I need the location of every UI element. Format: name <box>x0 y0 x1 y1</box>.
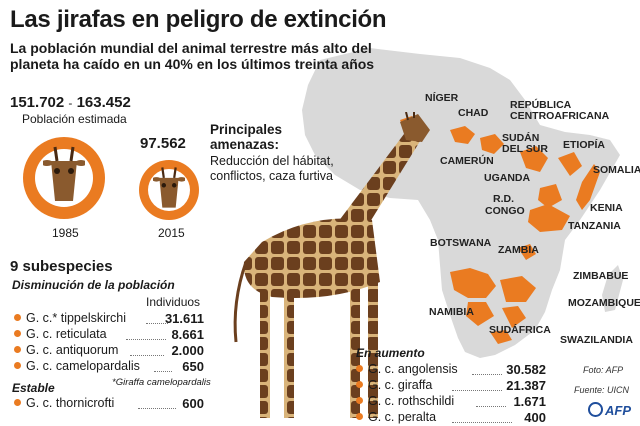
afp-logo: AFP <box>588 402 631 418</box>
africa-landmass <box>302 48 620 358</box>
subspecies-value: 30.582 <box>506 362 546 377</box>
subspecies-heading: 9 subespecies <box>10 258 113 275</box>
population-1985-circle <box>23 137 105 219</box>
source-credit: Fuente: UICN <box>574 385 630 395</box>
population-range-low: 151.702 <box>10 94 65 111</box>
subspecies-value: 31.611 <box>164 311 204 326</box>
afp-logo-text: AFP <box>605 403 631 418</box>
threats-heading-line2: amenazas: <box>210 137 280 152</box>
population-range-high: 163.452 <box>76 94 131 111</box>
page-subtitle: La población mundial del animal terrestr… <box>10 40 375 72</box>
threats-body-line1: Reducción del hábitat, <box>210 154 334 168</box>
map-label-zambia: ZAMBIA <box>498 244 539 256</box>
map-label-zimbabwe: ZIMBABUE <box>573 270 629 282</box>
increasing-label: En aumento <box>356 346 425 360</box>
subspecies-value: 650 <box>182 359 204 374</box>
map-label-niger: NÍGER <box>425 92 459 104</box>
subspecies-name: G. c.* tippelskirchi <box>26 311 127 325</box>
year-1985: 1985 <box>52 226 79 240</box>
subspecies-value: 1.671 <box>513 394 546 409</box>
subspecies-name: G. c. thornicrofti <box>26 396 115 410</box>
subspecies-name: G. c. camelopardalis <box>26 359 140 373</box>
giraffe-head-icon-small <box>153 167 185 208</box>
photo-credit: Foto: AFP <box>583 365 624 375</box>
map-label-kenya: KENIA <box>590 202 623 214</box>
subspecies-row: G. c. giraffa 21.387 <box>356 378 546 394</box>
subspecies-row: G. c. thornicrofti 600 <box>14 396 204 412</box>
subspecies-row: G. c. antiquorum 2.000 <box>14 343 204 359</box>
population-range-separator: - <box>68 96 73 110</box>
threats-heading-line1: Principales <box>210 122 283 137</box>
subspecies-value: 600 <box>182 396 204 411</box>
scientific-name-footnote: *Giraffa camelopardalis <box>112 377 211 388</box>
map-label-south-africa: SUDÁFRICA <box>489 324 551 336</box>
map-label-car-1: REPÚBLICA <box>510 99 572 111</box>
subspecies-row: G. c. reticulata 8.661 <box>14 327 204 343</box>
map-label-mozambique: MOZAMBIQUE <box>568 297 640 309</box>
map-label-drc-2: CONGO <box>485 205 525 217</box>
stable-label: Estable <box>12 381 55 395</box>
subspecies-value: 400 <box>524 410 546 425</box>
population-range: 151.702 - 163.452 <box>10 94 131 111</box>
individuals-label: Individuos <box>146 295 201 309</box>
subspecies-row: G. c. peralta 400 <box>356 410 546 426</box>
map-label-tanzania: TANZANIA <box>568 220 621 232</box>
africa-map <box>302 48 623 358</box>
subspecies-row: G. c. rothschildi 1.671 <box>356 394 546 410</box>
map-label-chad: CHAD <box>458 107 489 119</box>
subspecies-value: 8.661 <box>171 327 204 342</box>
threats-heading: Principales amenazas: <box>210 122 282 152</box>
subspecies-row: G. c. camelopardalis 650 <box>14 359 204 375</box>
map-label-botswana: BOTSWANA <box>430 237 492 249</box>
map-label-uganda: UGANDA <box>484 172 531 184</box>
subspecies-value: 21.387 <box>506 378 546 393</box>
subspecies-name: G. c. angolensis <box>368 362 458 376</box>
map-label-namibia: NAMIBIA <box>429 306 474 318</box>
map-label-south-sudan-2: DEL SUR <box>502 143 548 155</box>
population-2015-circle <box>139 160 199 220</box>
map-label-swaziland: SWAZILANDIA <box>560 334 633 346</box>
giraffe-range <box>400 116 600 344</box>
population-2015-value: 97.562 <box>140 135 186 152</box>
map-label-ethiopia: ETIOPÍA <box>563 139 606 151</box>
subspecies-name: G. c. peralta <box>368 410 437 424</box>
page-title: Las jirafas en peligro de extinción <box>10 6 387 33</box>
subspecies-value: 2.000 <box>171 343 204 358</box>
estimated-population-label: Población estimada <box>22 112 127 126</box>
giraffe-head-icon <box>43 146 85 201</box>
subspecies-name: G. c. rothschildi <box>368 394 455 408</box>
giraffe-illustration <box>233 112 430 418</box>
subspecies-row: G. c. angolensis 30.582 <box>356 362 546 378</box>
map-label-car-2: CENTROAFRICANA <box>510 110 610 122</box>
map-label-drc-1: R.D. <box>493 193 514 205</box>
subspecies-name: G. c. reticulata <box>26 327 107 341</box>
subspecies-name: G. c. antiquorum <box>26 343 119 357</box>
map-label-somalia: SOMALIA <box>593 164 640 176</box>
decrease-label: Disminución de la población <box>12 278 175 292</box>
year-2015: 2015 <box>158 226 185 240</box>
threats-body: Reducción del hábitat, conflictos, caza … <box>210 154 334 184</box>
subspecies-row: G. c.* tippelskirchi 31.611 <box>14 311 204 327</box>
map-label-cameroon: CAMERÚN <box>440 155 494 167</box>
threats-body-line2: conflictos, caza furtiva <box>210 169 333 183</box>
subspecies-name: G. c. giraffa <box>368 378 433 392</box>
map-label-south-sudan-1: SUDÁN <box>502 132 540 144</box>
madagascar <box>602 265 623 312</box>
